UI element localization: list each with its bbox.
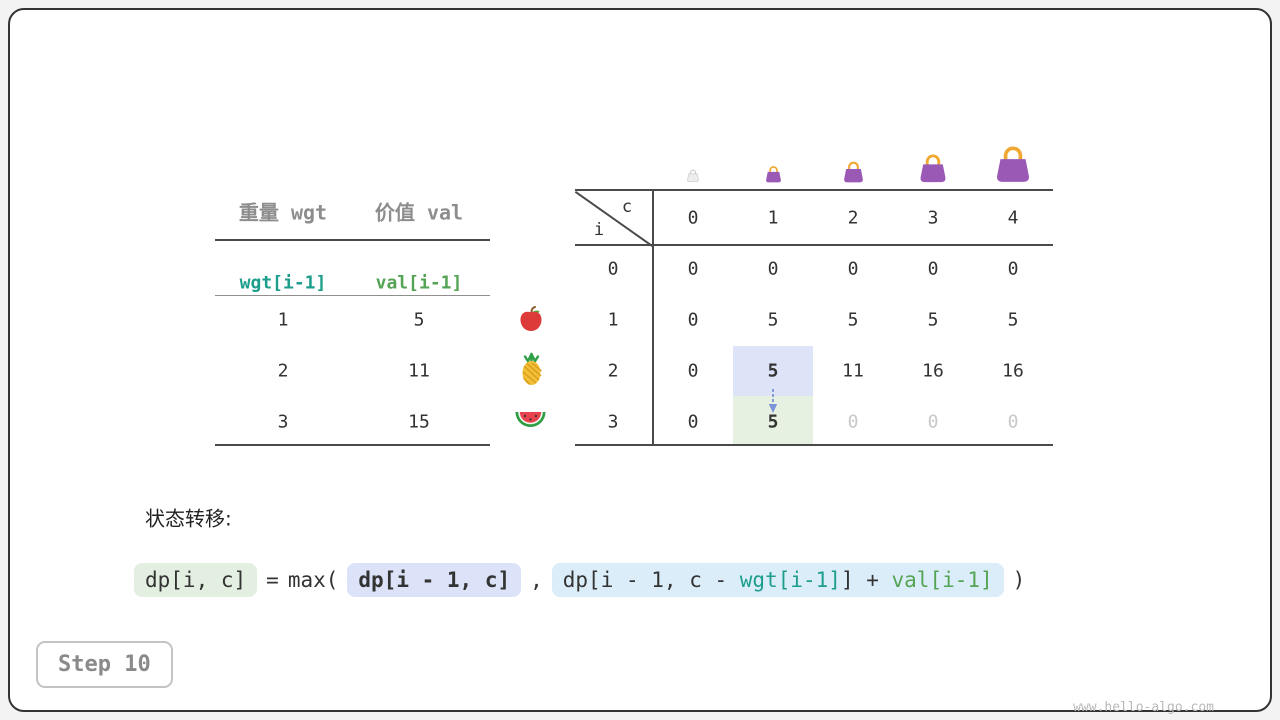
item-value: 11 xyxy=(408,360,430,382)
formula-arg2-middle: ] + xyxy=(840,568,892,592)
dp-cell: 5 xyxy=(927,309,939,331)
figure-card xyxy=(8,8,1272,712)
dp-cell: 0 xyxy=(687,309,699,331)
transition-arrow-icon xyxy=(768,389,778,413)
dp-row-header: 2 xyxy=(607,360,619,382)
dp-table-bottom-border xyxy=(575,444,1053,446)
wgt-formula-cell: wgt[i-1] xyxy=(239,272,327,294)
dp-cell: 0 xyxy=(847,411,859,433)
val-formula-cell: val[i-1] xyxy=(375,272,463,294)
dp-table-top-border xyxy=(575,189,1053,191)
bag-icon xyxy=(844,161,863,183)
item-weight: 1 xyxy=(277,309,289,331)
dp-table-vertical-border xyxy=(652,189,654,446)
dp-cell: 0 xyxy=(927,411,939,433)
pineapple-icon xyxy=(522,352,542,385)
dp-cell: 0 xyxy=(1007,258,1019,280)
bag-icon xyxy=(920,154,946,183)
dp-table-header-divider xyxy=(575,244,1053,246)
formula-arg2-wgt-term: wgt[i-1] xyxy=(739,568,841,592)
apple-icon xyxy=(520,306,542,331)
formula-arg2: dp[i - 1, c - wgt[i-1]] + val[i-1] xyxy=(551,563,1004,597)
dp-col-header: 3 xyxy=(927,207,939,229)
formula-separator: , xyxy=(530,568,543,592)
item-value: 15 xyxy=(408,411,430,433)
dp-cell: 5 xyxy=(1007,309,1019,331)
item-weight: 3 xyxy=(277,411,289,433)
dp-cell: 11 xyxy=(842,360,864,382)
dp-col-header: 0 xyxy=(687,207,699,229)
dp-row-header: 3 xyxy=(607,411,619,433)
dp-col-header: 4 xyxy=(1007,207,1019,229)
formula-max-open: max( xyxy=(287,568,339,592)
dp-cell: 5 xyxy=(847,309,859,331)
formula-close-paren: ) xyxy=(1012,568,1026,592)
corner-i-label: i xyxy=(593,220,605,240)
dp-cell: 0 xyxy=(687,258,699,280)
dp-row-header: 0 xyxy=(607,258,619,280)
dp-cell: 0 xyxy=(767,258,779,280)
formula-arg2-prefix: dp[i - 1, c - xyxy=(562,568,740,592)
item-weight: 2 xyxy=(277,360,289,382)
bag-icon-empty xyxy=(687,169,699,182)
state-transition-formula: dp[i, c] = max( dp[i - 1, c] , dp[i - 1,… xyxy=(134,563,1025,597)
formula-lhs: dp[i, c] xyxy=(134,563,258,597)
dp-col-header: 1 xyxy=(767,207,779,229)
state-transition-label: 状态转移: xyxy=(145,506,232,531)
left-table-header-divider xyxy=(215,239,490,241)
left-table-bottom-divider xyxy=(215,444,490,446)
dp-cell-highlighted: 5 xyxy=(767,360,779,382)
step-badge: Step 10 xyxy=(36,641,173,688)
dp-cell: 0 xyxy=(687,360,699,382)
dp-col-header: 2 xyxy=(847,207,859,229)
dp-cell: 0 xyxy=(687,411,699,433)
left-table-formula-divider xyxy=(215,295,490,296)
watermark: www.hello-algo.com xyxy=(1073,700,1214,715)
weight-column-header: 重量 wgt xyxy=(238,200,328,225)
dp-cell: 16 xyxy=(1002,360,1024,382)
dp-cell: 0 xyxy=(1007,411,1019,433)
value-column-header: 价值 val xyxy=(374,200,464,225)
dp-row-header: 1 xyxy=(607,309,619,331)
formula-arg1: dp[i - 1, c] xyxy=(347,563,522,597)
formula-equals: = xyxy=(266,568,279,592)
bag-icon xyxy=(766,166,781,183)
bag-icon xyxy=(997,146,1029,182)
dp-cell: 0 xyxy=(927,258,939,280)
corner-c-label: c xyxy=(621,197,633,217)
formula-arg2-val-term: val[i-1] xyxy=(891,568,993,592)
dp-cell: 16 xyxy=(922,360,944,382)
item-value: 5 xyxy=(413,309,425,331)
dp-cell-highlighted: 5 xyxy=(767,411,779,433)
dp-cell: 0 xyxy=(847,258,859,280)
highlighted-source-cell xyxy=(733,346,813,396)
watermelon-icon xyxy=(515,412,546,427)
dp-cell: 5 xyxy=(767,309,779,331)
